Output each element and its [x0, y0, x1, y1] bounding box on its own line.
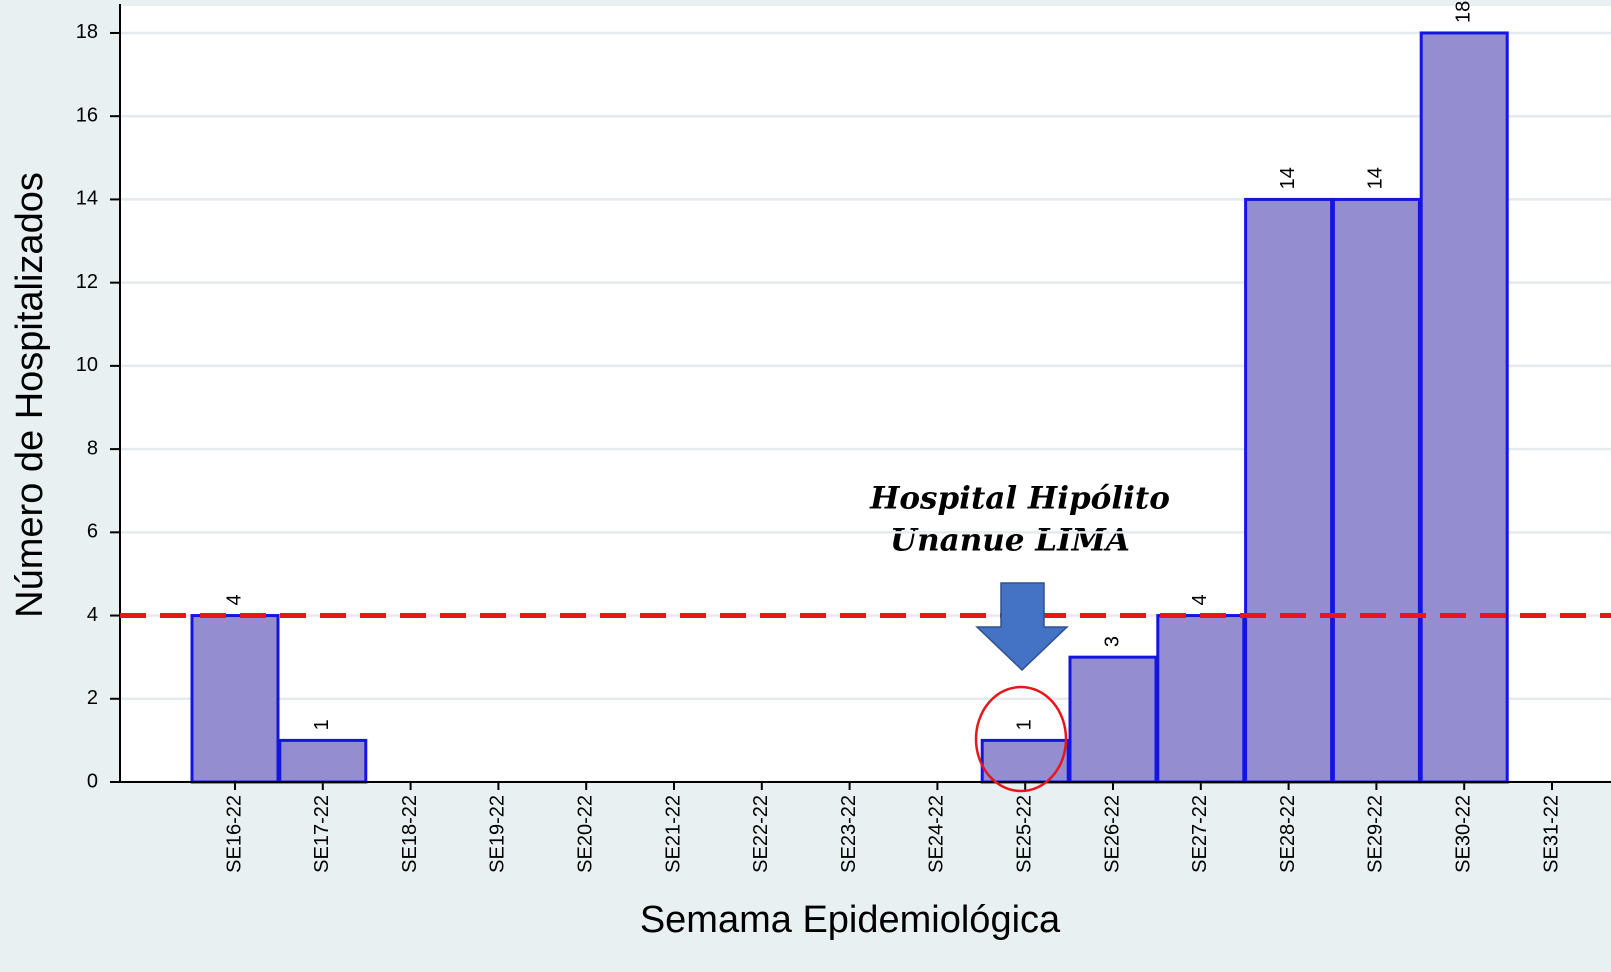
value-label: 3: [1101, 636, 1123, 647]
value-label: 14: [1277, 167, 1299, 189]
x-tick-label: SE17-22: [311, 795, 333, 873]
x-tick-label: SE25-22: [1013, 795, 1035, 873]
highlight-circle: [974, 685, 1068, 793]
y-tick-label: 14: [76, 188, 98, 210]
x-tick-label: SE19-22: [487, 795, 509, 873]
value-label: 4: [1189, 594, 1211, 605]
value-label: 4: [223, 594, 245, 605]
x-tick-label: SE24-22: [926, 795, 948, 873]
value-label: 18: [1452, 1, 1474, 23]
bar: [1419, 31, 1509, 784]
bar: [1244, 197, 1334, 784]
value-label: 1: [311, 719, 333, 730]
x-tick-label: SE23-22: [838, 795, 860, 873]
x-tick-label: SE21-22: [662, 795, 684, 873]
y-tick-label: 16: [76, 104, 98, 126]
annotation: Unanue LIMA: [890, 523, 1130, 559]
x-tick-label: SE26-22: [1101, 795, 1123, 873]
y-tick-label: 12: [76, 271, 98, 293]
bar: [980, 738, 1070, 784]
y-axis-title: Número de Hospitalizados: [9, 172, 51, 618]
y-tick-label: 18: [76, 21, 98, 43]
x-axis-title: Semama Epidemiológica: [640, 899, 1061, 941]
x-tick-label: SE18-22: [399, 795, 421, 873]
x-tick-label: SE31-22: [1540, 795, 1562, 873]
arrow: [975, 582, 1069, 672]
x-tick-label: SE29-22: [1365, 795, 1387, 873]
y-tick-label: 6: [87, 521, 98, 543]
value-label: 1: [1013, 719, 1035, 730]
bar: [1331, 197, 1421, 784]
annotation: Hospital Hipólito: [869, 481, 1170, 517]
bar: [190, 614, 280, 784]
bar: [1156, 614, 1246, 784]
y-tick-label: 0: [87, 770, 98, 792]
x-tick-label: SE16-22: [223, 795, 245, 873]
x-tick-label: SE30-22: [1452, 795, 1474, 873]
x-tick-label: SE22-22: [750, 795, 772, 873]
value-label: 14: [1365, 167, 1387, 189]
y-tick-label: 10: [76, 354, 98, 376]
bar: [1068, 655, 1158, 784]
x-tick-label: SE20-22: [574, 795, 596, 873]
x-tick-label: SE27-22: [1189, 795, 1211, 873]
y-tick-label: 4: [87, 604, 98, 626]
y-tick-label: 2: [87, 687, 98, 709]
x-tick-label: SE28-22: [1277, 795, 1299, 873]
bar: [278, 738, 368, 784]
y-tick-label: 8: [87, 437, 98, 459]
